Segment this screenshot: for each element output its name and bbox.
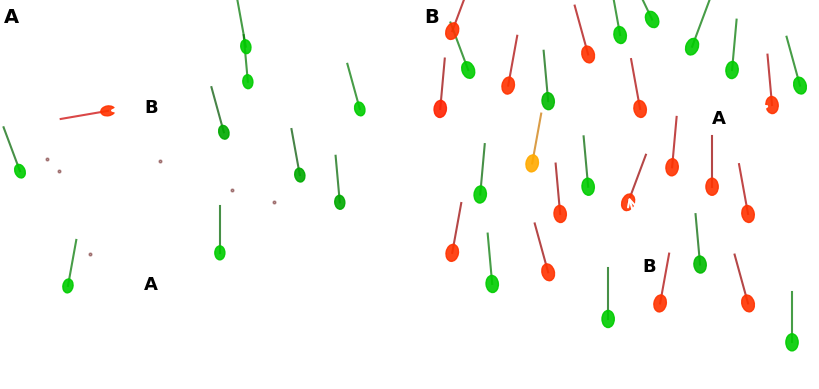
Ellipse shape [653,295,666,312]
Ellipse shape [334,195,345,209]
Ellipse shape [693,256,705,273]
Ellipse shape [705,178,717,195]
Ellipse shape [601,310,613,328]
Ellipse shape [63,279,73,293]
Ellipse shape [554,205,566,223]
Ellipse shape [354,102,364,116]
Ellipse shape [294,168,305,182]
Ellipse shape [740,295,753,312]
Ellipse shape [581,46,594,63]
Ellipse shape [541,264,554,281]
Text: B: B [112,99,157,117]
Ellipse shape [741,205,753,223]
Ellipse shape [645,11,658,28]
Ellipse shape [486,275,498,293]
Ellipse shape [241,40,251,54]
Text: B: B [627,200,655,276]
Ellipse shape [446,244,458,261]
Ellipse shape [793,77,805,94]
Ellipse shape [725,61,737,79]
Ellipse shape [433,100,446,117]
Text: A: A [711,105,766,128]
Ellipse shape [446,23,458,39]
Ellipse shape [215,246,224,260]
Ellipse shape [541,93,554,110]
Text: A: A [77,275,157,294]
Ellipse shape [101,106,115,116]
Ellipse shape [525,155,538,172]
Ellipse shape [242,75,252,89]
Ellipse shape [461,62,474,78]
Ellipse shape [219,125,229,139]
Ellipse shape [621,194,634,210]
Ellipse shape [15,165,25,178]
Ellipse shape [501,77,514,94]
Text: B: B [423,8,438,27]
Ellipse shape [785,334,797,351]
Ellipse shape [685,39,698,55]
Text: A: A [4,8,19,27]
Ellipse shape [765,96,777,114]
Ellipse shape [665,159,677,176]
Ellipse shape [633,100,645,117]
Ellipse shape [473,186,486,203]
Ellipse shape [613,26,626,44]
Ellipse shape [581,178,594,195]
